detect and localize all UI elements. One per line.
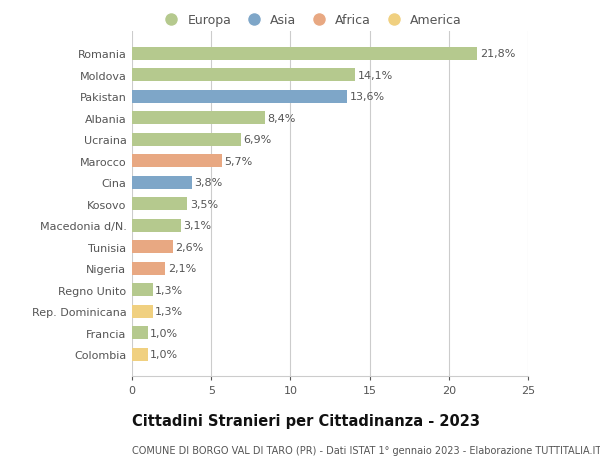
Bar [132, 48, 478, 61]
Text: 21,8%: 21,8% [479, 49, 515, 59]
Text: 2,6%: 2,6% [176, 242, 204, 252]
Text: 14,1%: 14,1% [358, 71, 393, 81]
Bar [132, 262, 165, 275]
Text: 13,6%: 13,6% [350, 92, 385, 102]
Text: 1,3%: 1,3% [155, 285, 183, 295]
Bar [132, 305, 152, 318]
Text: 1,3%: 1,3% [155, 307, 183, 316]
Bar [132, 112, 265, 125]
Text: COMUNE DI BORGO VAL DI TARO (PR) - Dati ISTAT 1° gennaio 2023 - Elaborazione TUT: COMUNE DI BORGO VAL DI TARO (PR) - Dati … [132, 445, 600, 455]
Bar [132, 219, 181, 232]
Bar [132, 348, 148, 361]
Text: 6,9%: 6,9% [244, 135, 272, 145]
Bar [132, 326, 148, 339]
Text: 3,8%: 3,8% [194, 178, 223, 188]
Text: 5,7%: 5,7% [224, 157, 253, 166]
Text: 1,0%: 1,0% [150, 349, 178, 359]
Bar [132, 155, 222, 168]
Legend: Europa, Asia, Africa, America: Europa, Asia, Africa, America [159, 14, 461, 27]
Bar [132, 176, 192, 189]
Text: 3,5%: 3,5% [190, 199, 218, 209]
Text: Cittadini Stranieri per Cittadinanza - 2023: Cittadini Stranieri per Cittadinanza - 2… [132, 413, 480, 428]
Text: 1,0%: 1,0% [150, 328, 178, 338]
Bar [132, 198, 187, 211]
Bar [132, 90, 347, 104]
Text: 8,4%: 8,4% [268, 113, 296, 123]
Bar [132, 241, 173, 253]
Text: 3,1%: 3,1% [184, 221, 212, 231]
Text: 2,1%: 2,1% [167, 263, 196, 274]
Bar [132, 134, 241, 146]
Bar [132, 284, 152, 297]
Bar [132, 69, 355, 82]
